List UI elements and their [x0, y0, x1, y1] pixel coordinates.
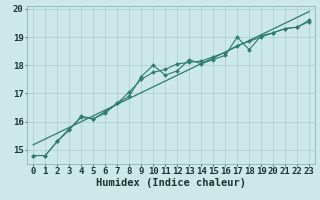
X-axis label: Humidex (Indice chaleur): Humidex (Indice chaleur) — [96, 178, 246, 188]
